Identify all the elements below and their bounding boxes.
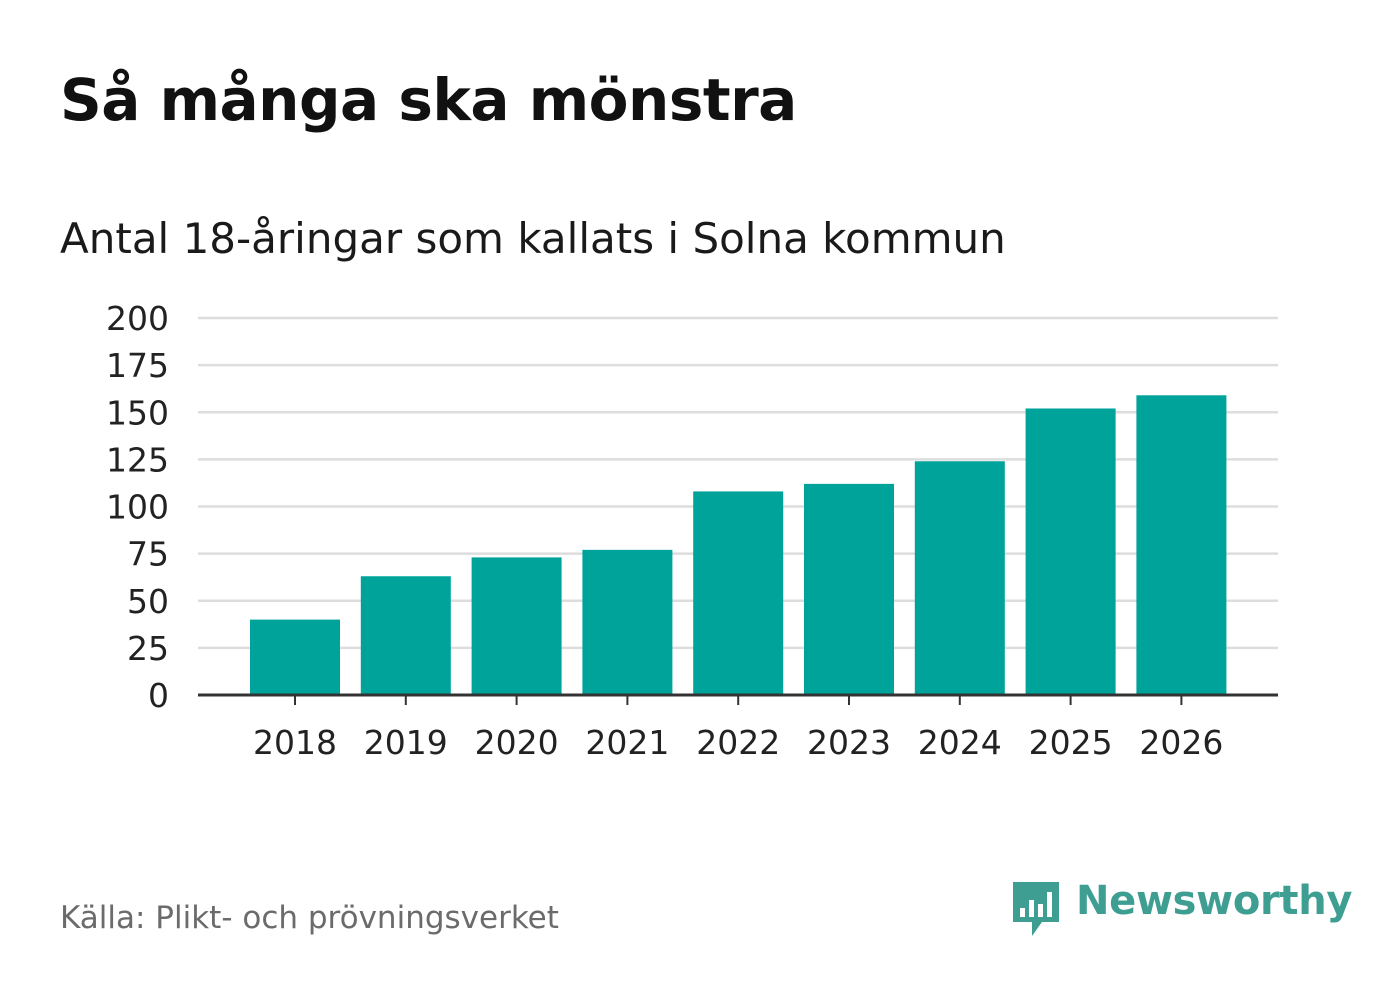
bar-2023	[804, 483, 894, 695]
bar-2019	[360, 576, 451, 695]
source-note: Källa: Plikt- och prövningsverket	[60, 900, 559, 936]
bar-2026	[1136, 395, 1227, 695]
axes	[198, 693, 1278, 705]
x-tick-label: 2024	[918, 723, 1002, 762]
x-tick-label: 2023	[807, 723, 891, 762]
x-tick-label: 2022	[696, 723, 780, 762]
x-tick-label: 2018	[253, 723, 337, 762]
tick-labels: 0 25 50 75 100 125 150 175 200 2018 2019 2020 2021 20…	[106, 299, 1223, 762]
newsworthy-icon	[1013, 882, 1059, 936]
bar-2025	[1025, 408, 1116, 695]
x-tick-label: 2020	[475, 723, 559, 762]
y-tick-label: 25	[127, 629, 169, 668]
bar-2020	[471, 557, 562, 695]
brand-name: Newsworthy	[1076, 878, 1353, 924]
x-tick-label: 2026	[1139, 723, 1223, 762]
bar-2021	[582, 549, 673, 695]
y-tick-label: 150	[106, 393, 169, 432]
bar-2022	[693, 491, 784, 695]
y-tick-label: 175	[106, 346, 169, 385]
y-tick-label: 50	[127, 582, 169, 621]
y-tick-label: 75	[127, 535, 169, 574]
chart-subtitle: Antal 18-åringar som kallats i Solna kom…	[60, 214, 1006, 263]
chart-title: Så många ska mönstra	[60, 66, 797, 134]
y-tick-label: 200	[106, 299, 169, 338]
y-tick-label: 125	[106, 440, 169, 479]
x-tick-label: 2021	[585, 723, 669, 762]
bars	[250, 395, 1227, 695]
newsworthy-logo: Newsworthy	[1010, 878, 1353, 940]
x-tick-label: 2025	[1029, 723, 1113, 762]
x-tick-label: 2019	[364, 723, 448, 762]
bar-2018	[250, 619, 340, 695]
y-tick-label: 100	[106, 488, 169, 527]
bar-2024	[914, 461, 1005, 695]
y-tick-label: 0	[148, 676, 169, 715]
